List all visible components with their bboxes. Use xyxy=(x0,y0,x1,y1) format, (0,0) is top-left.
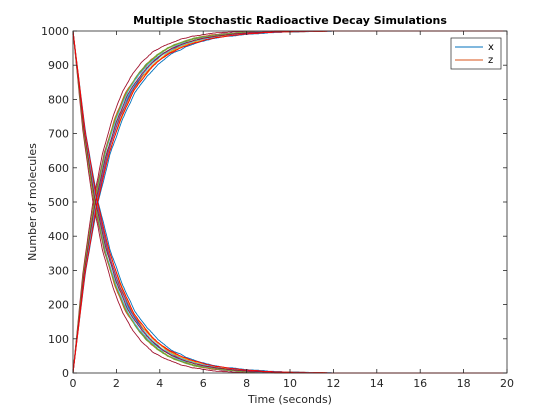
x-axis-ticks: 0 2 4 6 8 10 12 14 16 18 20 xyxy=(70,31,514,390)
y-tick-label: 0 xyxy=(62,367,69,380)
legend-box xyxy=(450,37,502,70)
y-axis-ticks: 0 100 200 300 400 500 600 700 800 900 1000 xyxy=(41,25,507,380)
x-tick-label: 18 xyxy=(457,377,471,390)
y-tick-label: 1000 xyxy=(41,25,69,38)
x-tick-label: 16 xyxy=(413,377,427,390)
y-tick-label: 200 xyxy=(48,299,69,312)
legend-label-x: x xyxy=(488,42,494,53)
y-tick-label: 700 xyxy=(48,128,69,141)
y-tick-label: 300 xyxy=(48,264,69,277)
x-tick-label: 0 xyxy=(70,377,77,390)
y-tick-label: 400 xyxy=(48,230,69,243)
x-tick-label: 4 xyxy=(156,377,163,390)
y-tick-label: 600 xyxy=(48,162,69,175)
x-tick-label: 20 xyxy=(500,377,514,390)
x-tick-label: 12 xyxy=(326,377,340,390)
chart-title: Multiple Stochastic Radioactive Decay Si… xyxy=(133,14,447,27)
legend-label-z: z xyxy=(488,55,493,66)
y-tick-label: 500 xyxy=(48,196,69,209)
y-axis-label: Number of molecules xyxy=(26,143,39,261)
x-axis-label: Time (seconds) xyxy=(247,393,332,406)
y-tick-label: 900 xyxy=(48,59,69,72)
x-tick-label: 14 xyxy=(370,377,384,390)
plot-background xyxy=(73,31,507,373)
y-tick-label: 800 xyxy=(48,93,69,106)
x-tick-label: 8 xyxy=(243,377,250,390)
x-tick-label: 10 xyxy=(283,377,297,390)
x-tick-label: 6 xyxy=(200,377,207,390)
x-tick-label: 2 xyxy=(113,377,120,390)
legend: x z xyxy=(450,37,502,70)
y-tick-label: 100 xyxy=(48,333,69,346)
